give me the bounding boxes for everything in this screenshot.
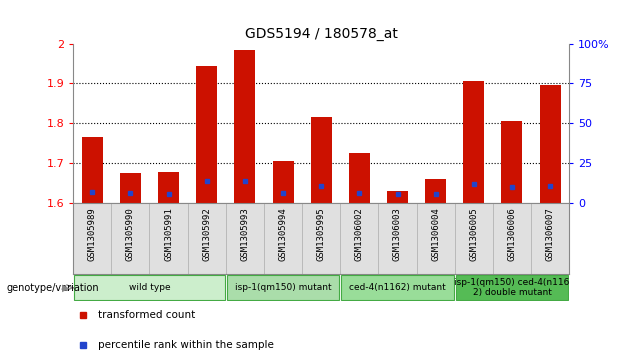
- Bar: [463, 81, 485, 203]
- Bar: [311, 118, 332, 203]
- Bar: [273, 161, 294, 203]
- FancyBboxPatch shape: [455, 275, 569, 300]
- Text: ▶: ▶: [62, 283, 70, 293]
- Bar: [387, 191, 408, 203]
- Text: isp-1(qm150) mutant: isp-1(qm150) mutant: [235, 283, 331, 292]
- Text: GSM1305989: GSM1305989: [88, 207, 97, 261]
- Bar: [349, 153, 370, 203]
- Text: isp-1(qm150) ced-4(n116
2) double mutant: isp-1(qm150) ced-4(n116 2) double mutant: [454, 278, 570, 297]
- FancyBboxPatch shape: [341, 275, 454, 300]
- Text: GSM1306007: GSM1306007: [546, 207, 555, 261]
- FancyBboxPatch shape: [226, 275, 340, 300]
- Text: GSM1306005: GSM1306005: [469, 207, 478, 261]
- Text: GSM1305995: GSM1305995: [317, 207, 326, 261]
- Text: GSM1306006: GSM1306006: [508, 207, 516, 261]
- Bar: [501, 121, 523, 203]
- Text: percentile rank within the sample: percentile rank within the sample: [98, 340, 274, 350]
- Text: GSM1306002: GSM1306002: [355, 207, 364, 261]
- Text: GSM1305990: GSM1305990: [126, 207, 135, 261]
- Text: GSM1305994: GSM1305994: [279, 207, 287, 261]
- Text: genotype/variation: genotype/variation: [6, 283, 99, 293]
- Text: GSM1305991: GSM1305991: [164, 207, 173, 261]
- Text: GSM1306003: GSM1306003: [393, 207, 402, 261]
- Bar: [235, 49, 256, 203]
- Bar: [540, 85, 561, 203]
- Text: GSM1306004: GSM1306004: [431, 207, 440, 261]
- Bar: [425, 179, 446, 203]
- Title: GDS5194 / 180578_at: GDS5194 / 180578_at: [245, 27, 398, 41]
- Text: wild type: wild type: [128, 283, 170, 292]
- Text: transformed count: transformed count: [98, 310, 195, 320]
- Bar: [197, 65, 218, 203]
- Text: ced-4(n1162) mutant: ced-4(n1162) mutant: [349, 283, 446, 292]
- Bar: [81, 138, 103, 203]
- Bar: [120, 173, 141, 203]
- Text: GSM1305993: GSM1305993: [240, 207, 249, 261]
- FancyBboxPatch shape: [74, 275, 225, 300]
- Text: GSM1305992: GSM1305992: [202, 207, 211, 261]
- Bar: [158, 172, 179, 203]
